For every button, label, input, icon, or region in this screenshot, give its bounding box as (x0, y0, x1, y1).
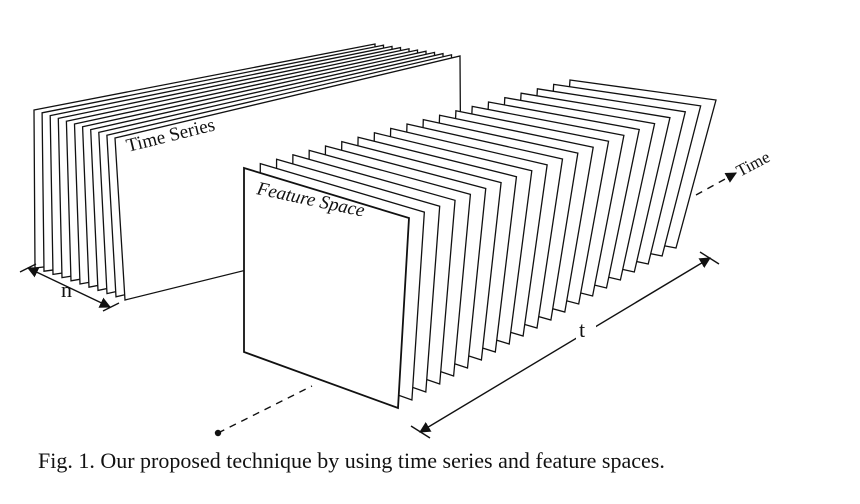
t-dimension-label: t (579, 317, 585, 342)
t-label-backdrop (576, 318, 596, 342)
figure-caption: Fig. 1. Our proposed technique by using … (38, 448, 665, 473)
time-axis-dashed-right (695, 172, 737, 196)
t-dimension-marker (410, 251, 720, 439)
technique-diagram: Time Series n Feature Space Time t (19, 43, 773, 439)
time-axis-label: Time (733, 147, 773, 180)
feature-space-front-panel (243, 166, 410, 410)
time-axis-origin-dot (214, 429, 222, 437)
n-dimension-label: n (61, 277, 72, 302)
time-axis-dashed-left (217, 385, 313, 434)
n-dimension-marker (19, 263, 120, 312)
